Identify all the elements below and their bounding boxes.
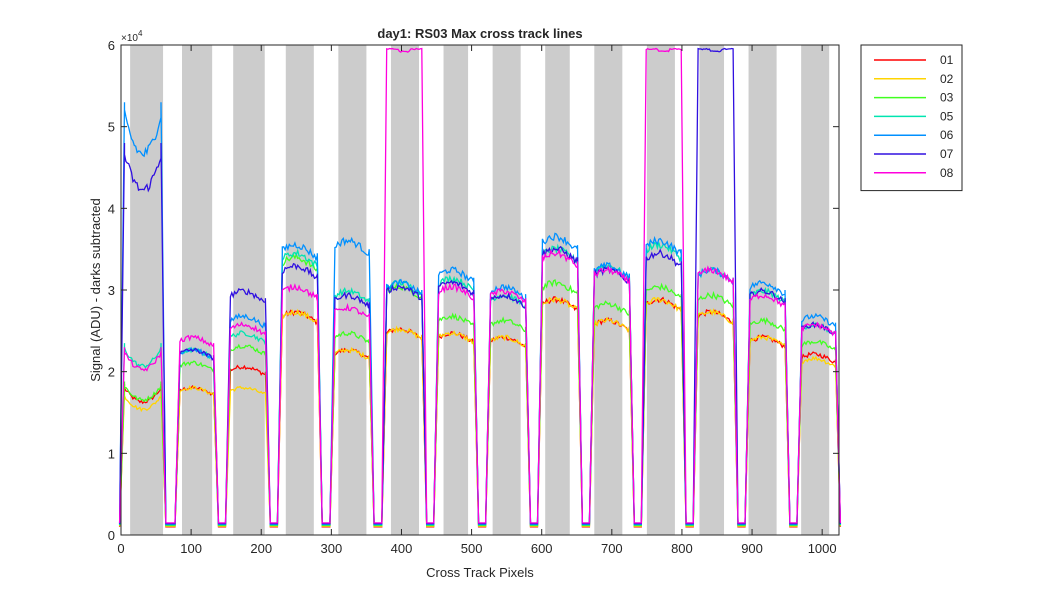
shaded-band-4 (285, 45, 314, 535)
x-tick-label: 300 (321, 541, 343, 556)
legend-label-07: 07 (940, 147, 954, 161)
y-tick-label: 5 (108, 120, 115, 135)
y-tick-label: 0 (108, 528, 115, 543)
x-axis-label: Cross Track Pixels (426, 565, 534, 580)
x-tick-label: 400 (391, 541, 413, 556)
y-tick-label: 2 (108, 365, 115, 380)
shaded-band-1 (130, 45, 164, 535)
y-exponent-label: ×104 (121, 29, 143, 44)
x-tick-label: 700 (601, 541, 623, 556)
x-tick-label: 900 (741, 541, 763, 556)
shaded-band-12 (699, 45, 725, 535)
series-line-08 (118, 47, 842, 524)
y-axis-label: Signal (ADU) - darks subtracted (88, 198, 103, 382)
legend-label-05: 05 (940, 109, 954, 123)
y-tick-label: 3 (108, 283, 115, 298)
x-tick-label: 1000 (808, 541, 837, 556)
series-line-07 (118, 47, 842, 525)
y-ticks: 0 1 2 3 4 5 6 (108, 38, 839, 543)
shaded-band-10 (594, 45, 623, 535)
legend-label-06: 06 (940, 128, 954, 142)
x-tick-label: 200 (250, 541, 272, 556)
y-tick-label: 4 (108, 201, 115, 216)
shaded-band-9 (545, 45, 570, 535)
shaded-band-2 (182, 45, 213, 535)
legend-label-08: 08 (940, 166, 954, 180)
x-ticks: 0 100 200 300 400 500 600 700 800 900 1000 (117, 45, 837, 556)
shaded-band-11 (646, 45, 675, 535)
x-tick-label: 600 (531, 541, 553, 556)
series-line-02 (118, 296, 842, 527)
series-line-03 (118, 252, 842, 527)
x-tick-label: 100 (180, 541, 202, 556)
shaded-bands (130, 45, 830, 535)
x-tick-label: 0 (117, 541, 124, 556)
y-exponent-base: ×10 (121, 33, 138, 44)
shaded-band-14 (801, 45, 830, 535)
x-tick-label: 500 (461, 541, 483, 556)
series-lines (118, 47, 842, 528)
x-tick-label: 800 (671, 541, 693, 556)
y-exponent-power: 4 (138, 29, 143, 38)
chart-title: day1: RS03 Max cross track lines (377, 26, 582, 41)
y-tick-label: 1 (108, 446, 115, 461)
axes-frame (120, 44, 840, 536)
y-tick-label: 6 (108, 38, 115, 53)
legend-box (860, 44, 963, 192)
legend-label-01: 01 (940, 53, 954, 67)
legend-label-02: 02 (940, 72, 954, 86)
legend: 01 02 03 05 06 07 08 (860, 44, 963, 192)
legend-label-03: 03 (940, 91, 954, 105)
